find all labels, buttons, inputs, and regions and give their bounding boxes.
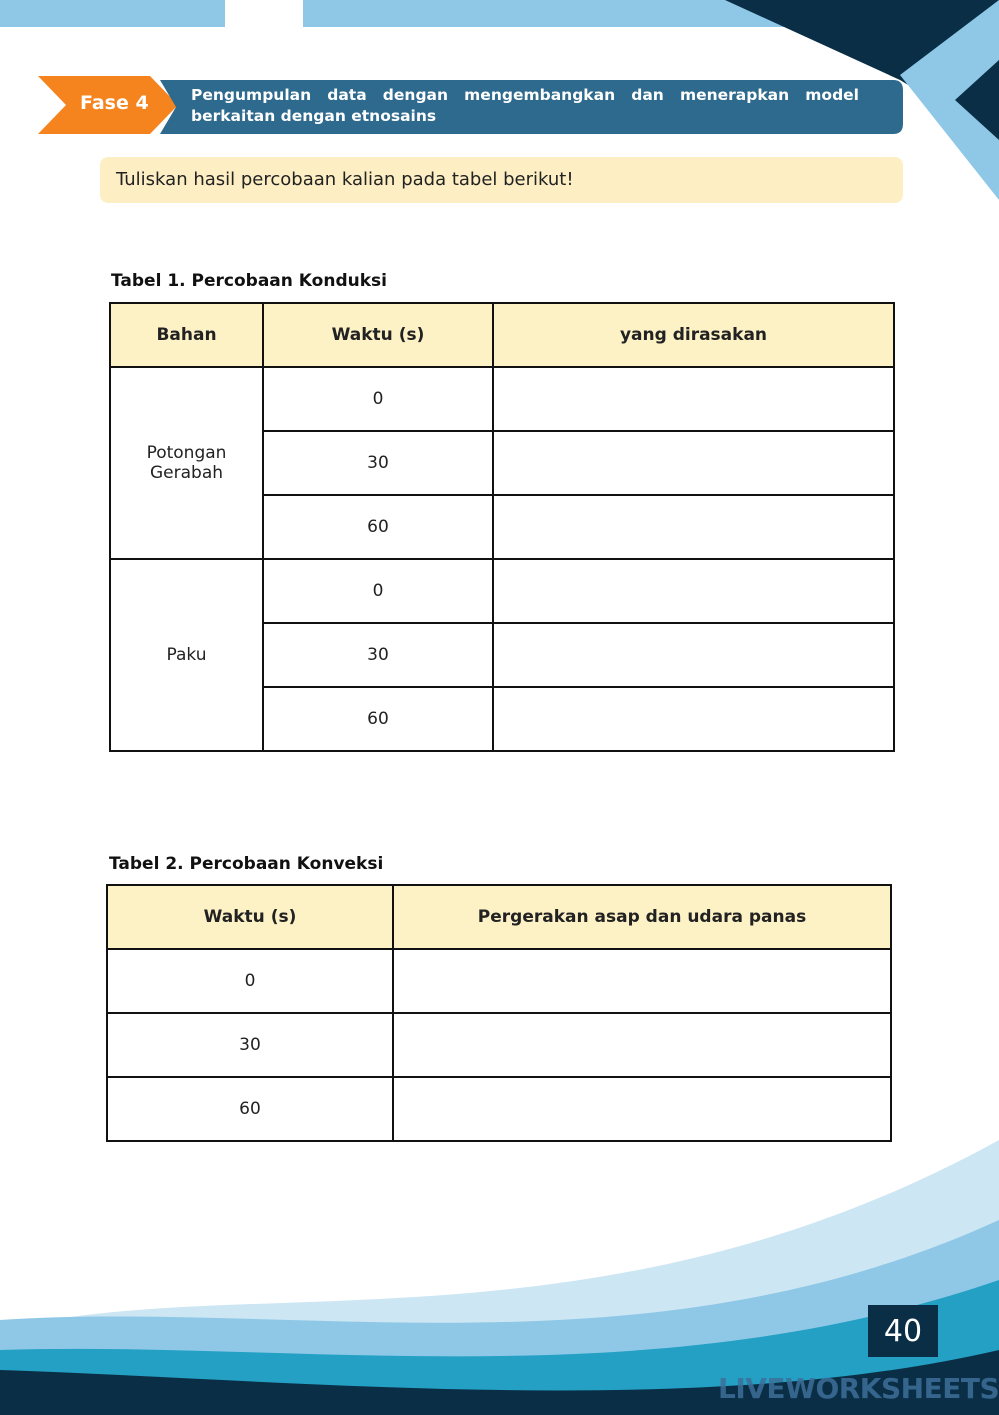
row: 0 <box>106 948 892 1014</box>
answer-cell <box>492 686 895 752</box>
answer-cell <box>492 430 895 496</box>
row: 30 <box>106 1012 892 1078</box>
table-caption: Tabel 1. Percobaan Konduksi <box>111 271 387 291</box>
row: 60 <box>110 494 895 560</box>
header-title: Pengumpulan data dengan mengembangkan da… <box>191 86 859 125</box>
time-cell: 60 <box>262 494 494 560</box>
instruction: Tuliskan hasil percobaan kalian pada tab… <box>100 157 903 203</box>
header-cell: yang dirasakan <box>492 302 895 368</box>
header-row: Waktu (s) Pergerakan asap dan udara pana… <box>106 884 892 950</box>
header-row: Bahan Waktu (s) yang dirasakan <box>109 302 895 368</box>
page-number: 40 <box>868 1305 938 1357</box>
answer-cell <box>392 948 892 1014</box>
time-cell: 30 <box>106 1012 394 1078</box>
answer-cell <box>392 1076 892 1142</box>
watermark: LIVEWORKSHEETS <box>718 1372 999 1405</box>
answer-cell <box>492 622 895 688</box>
time-cell: 60 <box>262 686 494 752</box>
time-cell: 0 <box>262 558 494 624</box>
row: Potongan Gerabah 0 <box>109 366 895 560</box>
time-cell: 30 <box>262 622 494 688</box>
table-caption: Tabel 2. Percobaan Konveksi <box>109 854 384 874</box>
answer-cell <box>492 494 895 560</box>
time-cell: 0 <box>262 366 494 432</box>
header-cell: Pergerakan asap dan udara panas <box>392 884 892 950</box>
table: Bahan Waktu (s) yang dirasakan Potongan … <box>109 302 895 752</box>
time-cell: 60 <box>106 1076 394 1142</box>
row: Paku 0 <box>109 558 895 752</box>
row: 60 <box>110 686 895 752</box>
row: 30 <box>110 430 895 496</box>
header-cell: Waktu (s) <box>262 302 494 368</box>
row: 60 <box>106 1076 892 1142</box>
answer-cell <box>392 1012 892 1078</box>
time-cell: 0 <box>106 948 394 1014</box>
material-cell: Paku <box>109 558 264 752</box>
answer-cell <box>492 366 895 432</box>
header-cell: Waktu (s) <box>106 884 394 950</box>
time-cell: 30 <box>262 430 494 496</box>
row: 30 <box>110 622 895 688</box>
answer-cell <box>492 558 895 624</box>
header-cell: Bahan <box>109 302 264 368</box>
material-cell: Potongan Gerabah <box>109 366 264 560</box>
table: Waktu (s) Pergerakan asap dan udara pana… <box>106 884 892 1142</box>
phase-label: Fase 4 <box>80 92 149 114</box>
